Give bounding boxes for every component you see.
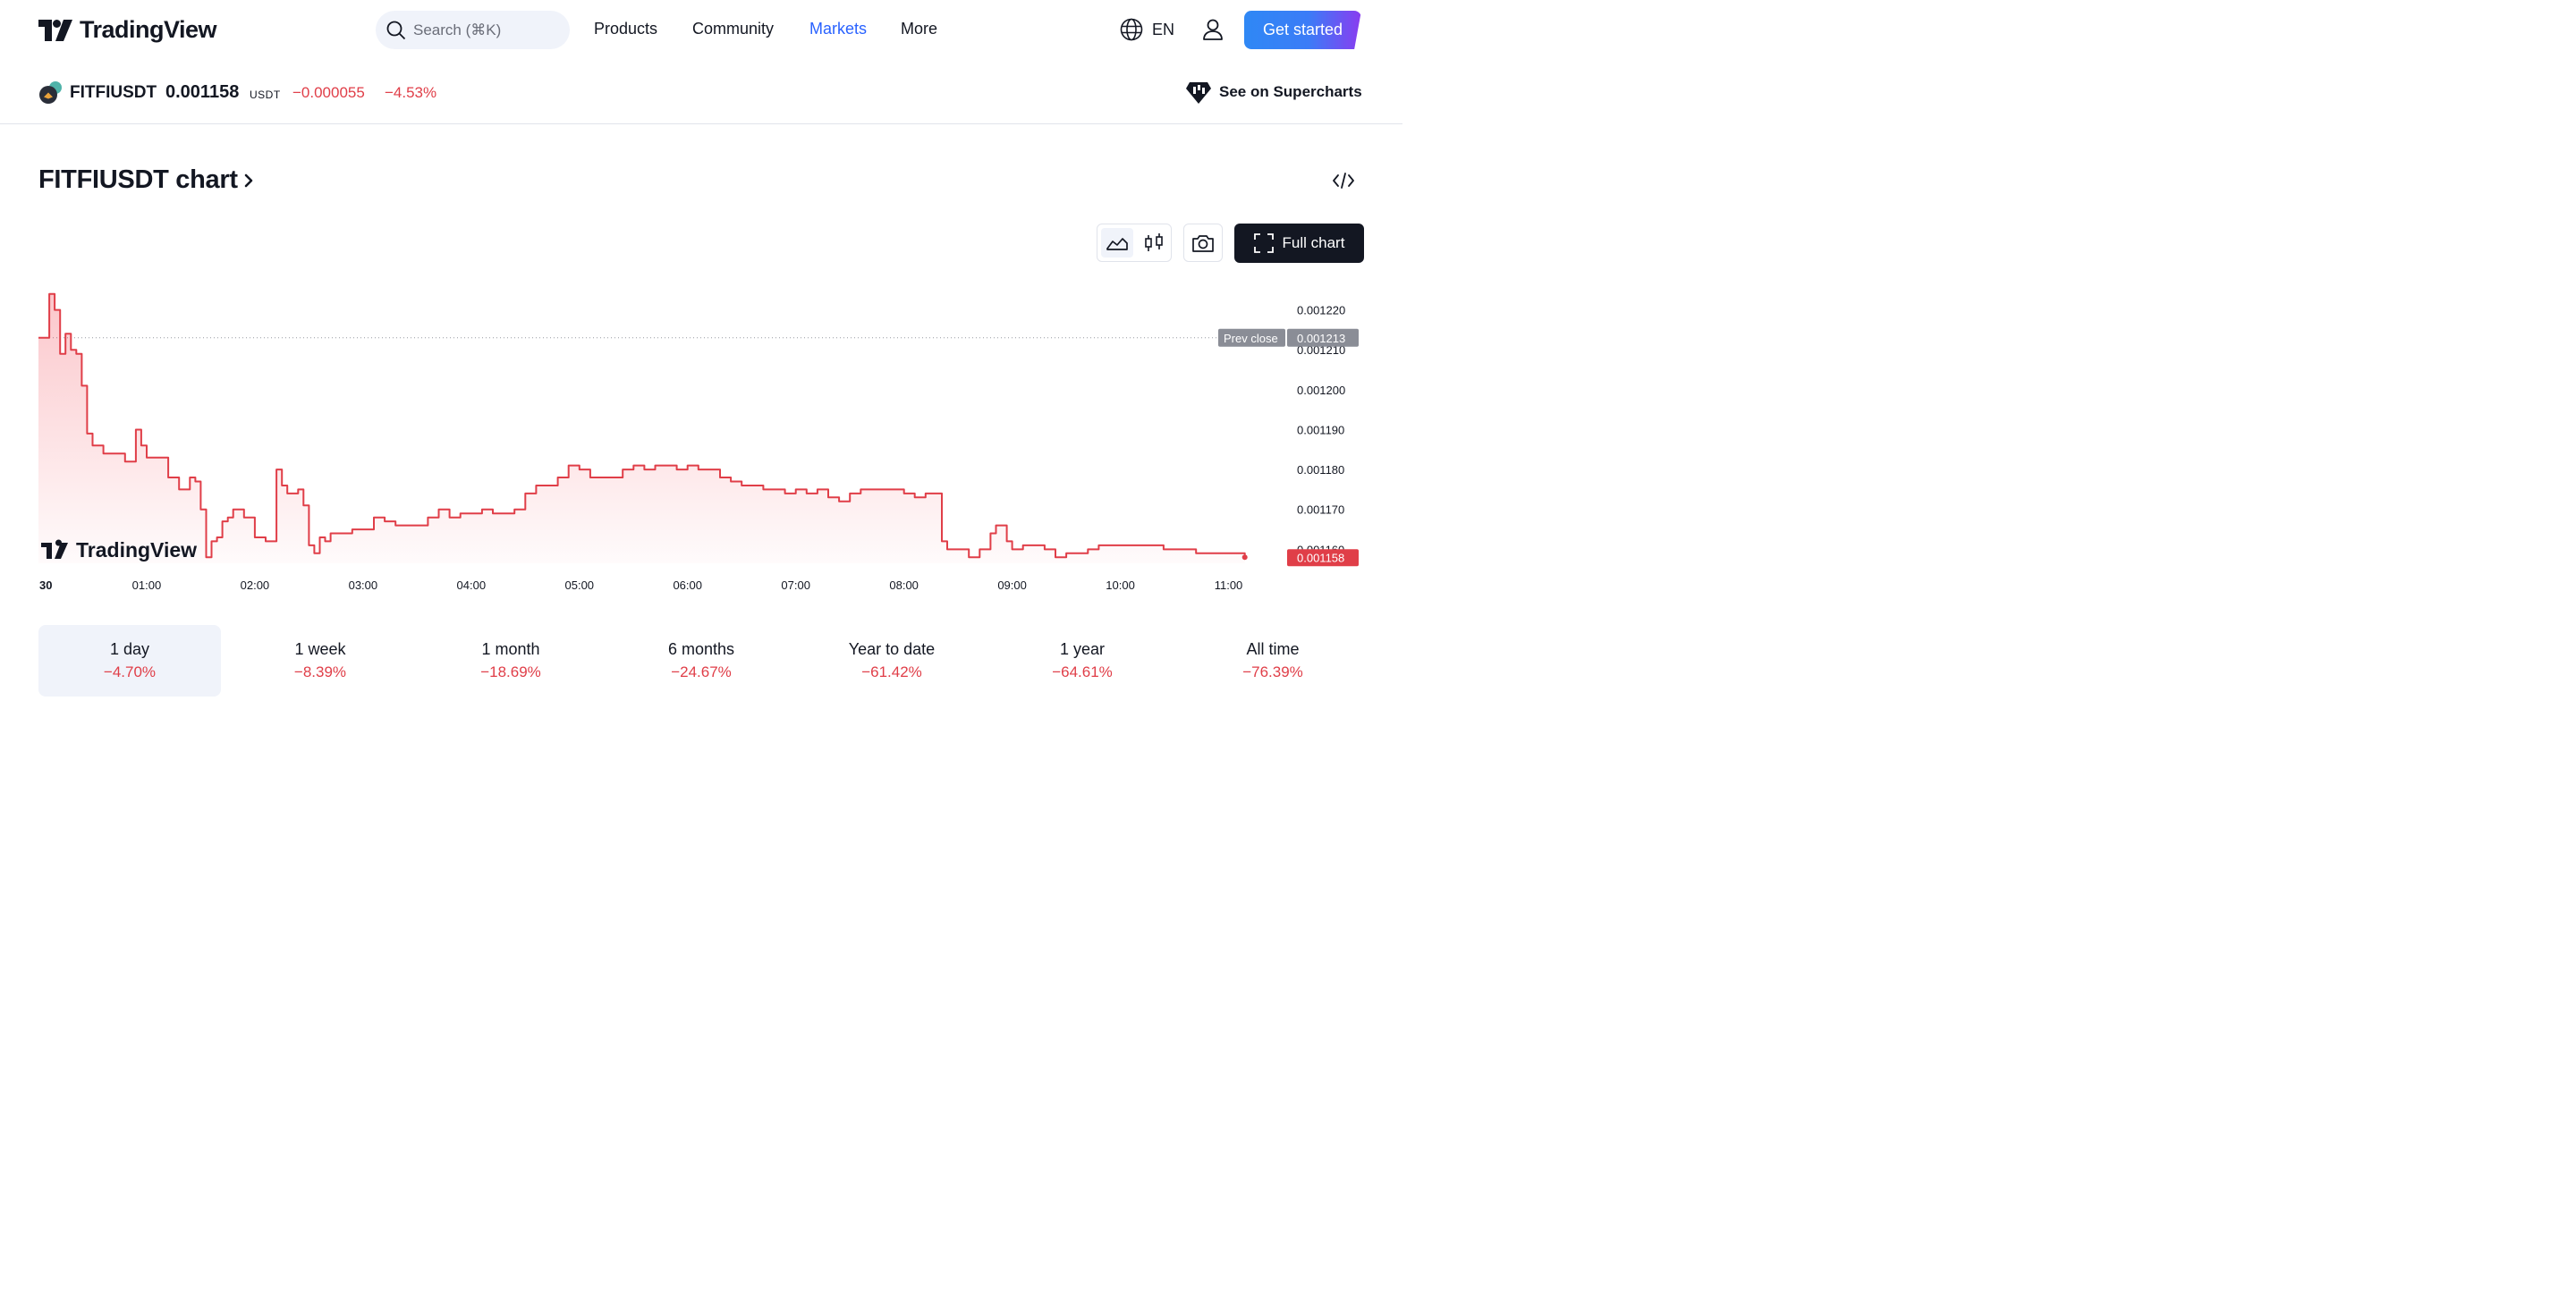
period-all[interactable]: All time −76.39% bbox=[1182, 625, 1364, 697]
language-selector[interactable]: EN bbox=[1120, 18, 1174, 41]
search-icon bbox=[386, 21, 406, 39]
full-chart-label: Full chart bbox=[1282, 234, 1345, 251]
snapshot-button[interactable] bbox=[1183, 224, 1223, 262]
prev-close-value-tag bbox=[1287, 328, 1359, 347]
chart-style-toggle bbox=[1097, 224, 1172, 262]
price-change-percent: −4.53% bbox=[385, 84, 437, 101]
price-area-fill bbox=[38, 293, 1245, 563]
price-line bbox=[38, 292, 1246, 559]
nav-products[interactable]: Products bbox=[594, 20, 658, 38]
prev-close-value: 0.001213 bbox=[1297, 332, 1345, 345]
period-label: 6 months bbox=[667, 640, 735, 658]
prev-close-tag bbox=[1218, 328, 1285, 347]
area-style-button[interactable] bbox=[1101, 228, 1133, 258]
symbol-name: FITFIUSDT bbox=[70, 83, 157, 102]
period-label: 1 week bbox=[294, 640, 346, 658]
nav-community[interactable]: Community bbox=[692, 20, 775, 38]
language-label: EN bbox=[1152, 20, 1175, 38]
x-tick-label: 11:00 bbox=[1215, 578, 1243, 592]
period-label: 1 month bbox=[481, 640, 540, 658]
get-started-button[interactable]: Get started bbox=[1244, 11, 1361, 49]
embed-code-button[interactable] bbox=[1332, 171, 1355, 195]
y-tick-label: 0.001170 bbox=[1297, 503, 1344, 517]
period-change: −4.70% bbox=[103, 663, 157, 680]
prev-close-label: Prev close 0.001213 bbox=[1218, 328, 1359, 347]
x-tick-label: 05:00 bbox=[565, 578, 595, 592]
search-placeholder: Search (⌘K) bbox=[413, 21, 502, 38]
chart-watermark: TradingView bbox=[41, 538, 197, 562]
last-price-label: 0.001158 bbox=[1287, 549, 1359, 567]
candles-icon bbox=[1145, 233, 1163, 251]
period-label: 1 day bbox=[109, 640, 150, 658]
x-tick-label: 02:00 bbox=[241, 578, 270, 592]
period-change: −64.61% bbox=[1052, 663, 1113, 680]
search-input[interactable]: Search (⌘K) bbox=[376, 11, 570, 49]
site-header: TradingView Search (⌘K) Products Communi… bbox=[0, 0, 1402, 61]
period-ytd[interactable]: Year to date −61.42% bbox=[801, 625, 983, 697]
period-1d[interactable]: 1 day −4.70% bbox=[38, 625, 221, 697]
period-label: All time bbox=[1246, 640, 1300, 658]
fullscreen-icon bbox=[1253, 233, 1274, 253]
y-tick-label: 0.001190 bbox=[1297, 423, 1344, 436]
period-1m[interactable]: 1 month −18.69% bbox=[419, 625, 602, 697]
prev-close-text: Prev close bbox=[1224, 332, 1278, 345]
price-currency: USDT bbox=[250, 89, 281, 101]
x-tick-label: 09:00 bbox=[997, 578, 1027, 592]
x-tick-label: 07:00 bbox=[781, 578, 810, 592]
y-tick-label: 0.001210 bbox=[1297, 343, 1345, 357]
x-tick-label: 03:00 bbox=[349, 578, 378, 592]
period-change: −24.67% bbox=[671, 663, 732, 680]
chart-title: FITFIUSDT chart bbox=[38, 165, 238, 194]
chart-title-link[interactable]: FITFIUSDT chart bbox=[38, 165, 254, 195]
x-tick-label: 08:00 bbox=[889, 578, 919, 592]
nav-markets[interactable]: Markets bbox=[809, 20, 868, 38]
code-embed-icon bbox=[1333, 173, 1354, 189]
price-change: −0.000055 bbox=[292, 84, 365, 101]
period-6m[interactable]: 6 months −24.67% bbox=[610, 625, 792, 697]
full-chart-button[interactable]: Full chart bbox=[1234, 224, 1364, 263]
period-1y[interactable]: 1 year −64.61% bbox=[991, 625, 1174, 697]
brand-name: TradingView bbox=[80, 16, 217, 43]
globe-icon bbox=[1120, 18, 1143, 41]
tradingview-logo-icon bbox=[38, 19, 72, 41]
period-selector: 1 day −4.70% 1 week −8.39% 1 month −18.6… bbox=[38, 625, 1364, 697]
x-tick-label: 30 bbox=[39, 578, 52, 592]
period-label: 1 year bbox=[1059, 640, 1106, 658]
last-price-value: 0.001158 bbox=[1297, 551, 1344, 564]
last-price: 0.001158 bbox=[165, 82, 240, 102]
supercharts-label: See on Supercharts bbox=[1219, 83, 1362, 100]
supercharts-icon bbox=[1186, 82, 1211, 104]
x-tick-label: 01:00 bbox=[132, 578, 162, 592]
period-change: −18.69% bbox=[480, 663, 541, 680]
price-chart[interactable]: 0.001220 0.001210 0.001200 0.001190 0.001180… bbox=[0, 268, 1402, 608]
area-chart-icon bbox=[1106, 238, 1128, 250]
period-1w[interactable]: 1 week −8.39% bbox=[229, 625, 411, 697]
y-tick-label: 0.001220 bbox=[1297, 304, 1345, 317]
last-price-dot bbox=[1241, 554, 1248, 561]
y-tick-label: 0.001180 bbox=[1297, 463, 1344, 477]
watermark-text: TradingView bbox=[76, 538, 197, 562]
period-change: −76.39% bbox=[1242, 663, 1303, 680]
x-tick-label: 10:00 bbox=[1106, 578, 1135, 592]
camera-icon bbox=[1192, 234, 1214, 252]
symbol-header: FITFIUSDT 0.001158 USDT −0.000055 −4.53%… bbox=[0, 61, 1402, 124]
fitfi-coin-icon bbox=[39, 81, 62, 104]
user-icon bbox=[1203, 19, 1223, 40]
y-tick-label: 0.001200 bbox=[1297, 384, 1345, 397]
period-change: −8.39% bbox=[293, 663, 347, 680]
see-on-supercharts-link[interactable]: See on Supercharts bbox=[1186, 80, 1362, 104]
period-change: −61.42% bbox=[861, 663, 922, 680]
candle-style-button[interactable] bbox=[1139, 228, 1169, 258]
last-price-tag bbox=[1287, 549, 1359, 567]
period-label: Year to date bbox=[848, 640, 936, 658]
chevron-right-icon bbox=[244, 173, 252, 187]
x-tick-label: 06:00 bbox=[673, 578, 702, 592]
user-menu-button[interactable] bbox=[1200, 17, 1225, 46]
tradingview-logo[interactable]: TradingView bbox=[38, 16, 217, 44]
nav-more[interactable]: More bbox=[901, 20, 938, 38]
x-tick-label: 04:00 bbox=[457, 578, 487, 592]
